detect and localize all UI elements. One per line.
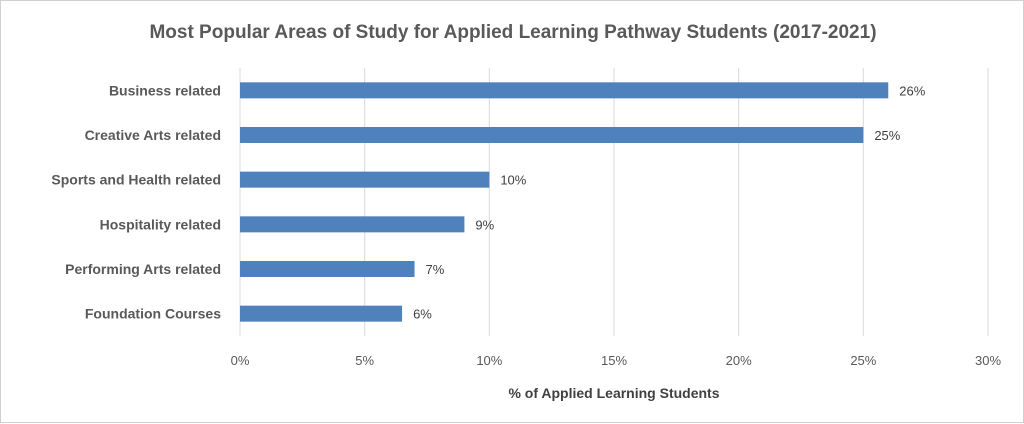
data-label: 26% bbox=[899, 83, 925, 98]
category-label: Performing Arts related bbox=[65, 261, 221, 277]
x-axis-label: % of Applied Learning Students bbox=[508, 385, 719, 401]
category-label: Foundation Courses bbox=[85, 306, 221, 322]
x-tick-labels: 0% 5% 10% 15% 20% 25% 30% bbox=[231, 353, 1002, 368]
category-labels: Business related Creative Arts related Spo… bbox=[51, 82, 221, 321]
x-tick-label: 20% bbox=[726, 353, 752, 368]
data-label: 9% bbox=[475, 217, 494, 232]
category-label: Business related bbox=[109, 82, 221, 98]
x-tick-label: 15% bbox=[601, 353, 627, 368]
data-label: 10% bbox=[500, 173, 526, 188]
data-label: 6% bbox=[413, 307, 432, 322]
category-label: Hospitality related bbox=[100, 216, 221, 232]
bar bbox=[240, 171, 490, 188]
data-labels: 26% 25% 10% 9% 7% 6% bbox=[413, 83, 926, 321]
data-label: 25% bbox=[874, 128, 900, 143]
category-label: Creative Arts related bbox=[85, 127, 221, 143]
x-tick-label: 30% bbox=[975, 353, 1001, 368]
bar bbox=[240, 216, 465, 233]
x-tick-label: 10% bbox=[476, 353, 502, 368]
data-label: 7% bbox=[426, 262, 445, 277]
gridlines bbox=[239, 68, 989, 336]
bar bbox=[240, 261, 415, 277]
x-tick-label: 25% bbox=[850, 353, 876, 368]
bar bbox=[240, 305, 403, 322]
bar bbox=[240, 127, 864, 143]
x-tick-label: 5% bbox=[355, 353, 374, 368]
category-label: Sports and Health related bbox=[51, 172, 221, 188]
x-tick-label: 0% bbox=[231, 353, 250, 368]
bar bbox=[240, 82, 889, 99]
bars bbox=[240, 82, 889, 322]
chart-title: Most Popular Areas of Study for Applied … bbox=[149, 22, 876, 43]
